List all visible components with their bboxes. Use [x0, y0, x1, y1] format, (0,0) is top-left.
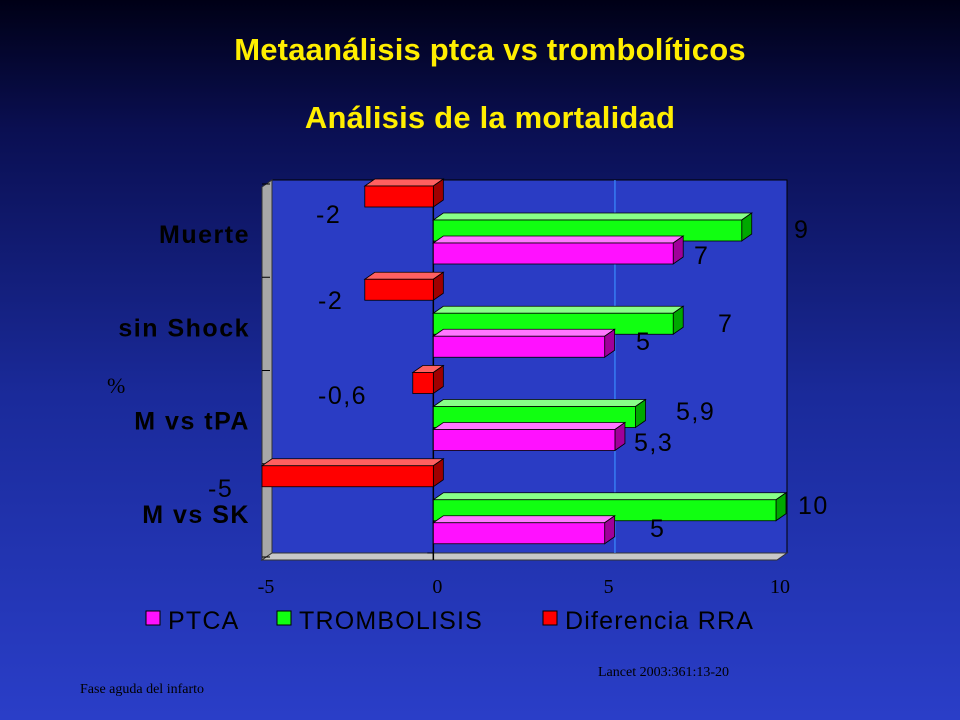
category-label: Muerte — [159, 221, 250, 249]
bar-diferencia-rra-m-vs-tpa — [412, 372, 434, 394]
data-label-trombolisis: 5,9 — [676, 398, 715, 426]
legend-label-trombolisis: TROMBOLISIS — [299, 607, 483, 635]
x-tick-label: -5 — [258, 576, 275, 598]
bar-trombolisis-muerte-top — [432, 212, 754, 221]
category-label: sin Shock — [118, 314, 250, 342]
data-label-diferencia-rra: -2 — [318, 287, 343, 315]
data-label-diferencia-rra: -5 — [208, 475, 233, 503]
bar-ptca-m-vs-sk-top — [432, 515, 616, 524]
data-label-ptca: 5 — [636, 328, 651, 356]
bar-diferencia-rra-m-vs-sk-top — [260, 458, 445, 467]
bar-ptca-m-vs-sk — [432, 522, 606, 545]
bar-ptca-muerte — [432, 242, 674, 265]
legend-swatch-trombolisis — [276, 610, 292, 626]
bar-trombolisis-m-vs-sk-top — [432, 492, 788, 501]
x-tick-label: 10 — [770, 576, 790, 598]
category-label: M vs SK — [142, 501, 250, 529]
bar-ptca-m-vs-tpa — [432, 429, 616, 451]
x-tick-label: 5 — [604, 576, 614, 598]
bar-diferencia-rra-muerte-top — [363, 178, 445, 187]
data-label-diferencia-rra: -0,6 — [318, 382, 367, 410]
data-label-trombolisis: 7 — [718, 310, 733, 338]
bar-diferencia-rra-sin-shock-top — [363, 271, 445, 280]
data-label-ptca: 5 — [650, 515, 665, 543]
bar-ptca-sin-shock-top — [432, 328, 616, 337]
data-label-ptca: 7 — [694, 242, 709, 270]
legend-swatch-diferencia-rra — [542, 610, 558, 626]
bar-ptca-sin-shock — [432, 335, 606, 358]
footer-caption: Fase aguda del infarto — [80, 682, 205, 697]
category-label: M vs tPA — [134, 408, 250, 436]
legend-label-ptca: PTCA — [168, 607, 239, 635]
bar-diferencia-rra-muerte — [364, 185, 434, 208]
bar-ptca-muerte-top — [432, 235, 685, 244]
bar-trombolisis-sin-shock-top — [432, 305, 685, 314]
data-label-trombolisis: 9 — [794, 216, 809, 244]
legend-label-diferencia-rra: Diferencia RRA — [565, 607, 754, 635]
chart-subtitle: Análisis de la mortalidad — [304, 100, 676, 135]
chart-title: Metaanálisis ptca vs trombolíticos — [234, 32, 746, 67]
data-label-diferencia-rra: -2 — [316, 201, 341, 229]
bar-diferencia-rra-sin-shock — [364, 278, 434, 301]
data-label-ptca: 5,3 — [634, 429, 673, 457]
bar-diferencia-rra-m-vs-sk — [261, 465, 434, 488]
data-label-trombolisis: 10 — [798, 492, 829, 520]
bar-ptca-m-vs-tpa-top — [432, 422, 627, 430]
bar-trombolisis-m-vs-tpa-top — [432, 399, 647, 407]
x-tick-label: 0 — [432, 576, 442, 598]
legend-swatch-ptca — [145, 610, 161, 626]
citation: Lancet 2003:361:13-20 — [598, 665, 730, 680]
floor — [260, 552, 789, 561]
y-axis-label: % — [107, 373, 125, 398]
